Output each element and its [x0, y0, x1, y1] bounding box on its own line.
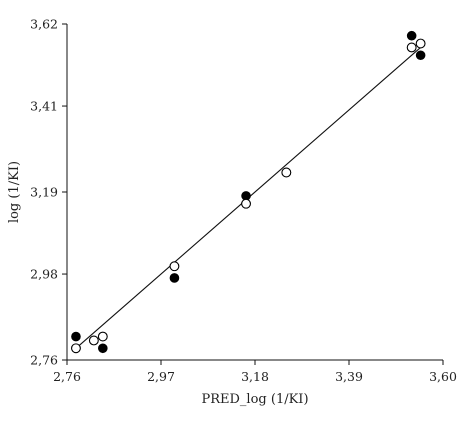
filled-point [98, 343, 108, 354]
x-tick-label: 2,97 [147, 369, 175, 384]
tick-labels: 2,76 2,97 3,18 3,39 3,60 2,76 2,98 3,19 3,41 3,62 [30, 17, 457, 385]
open-point [169, 261, 180, 272]
data-points [71, 30, 426, 354]
open-point [88, 335, 99, 346]
x-tick-label: 2,76 [53, 369, 81, 384]
open-point [281, 167, 292, 178]
y-tick-label: 2,76 [30, 353, 58, 368]
y-tick-label: 3,62 [30, 17, 58, 32]
y-tick-label: 3,41 [30, 99, 58, 114]
x-tick-label: 3,18 [241, 369, 269, 384]
open-point [415, 38, 426, 49]
open-point [97, 331, 108, 342]
y-tick-label: 2,98 [30, 267, 58, 282]
open-point [406, 42, 417, 53]
open-point [71, 343, 81, 354]
tick-marks [62, 23, 444, 365]
filled-point [71, 331, 81, 342]
filled-point [415, 50, 426, 61]
y-tick-label: 3,19 [30, 185, 58, 200]
open-point [241, 198, 251, 209]
x-tick-label: 3,60 [429, 369, 457, 384]
x-tick-label: 3,39 [335, 369, 363, 384]
filled-point [406, 30, 417, 41]
y-axis-title: log (1/KI) [7, 161, 22, 223]
x-axis-title: PRED_log (1/KI) [201, 392, 308, 407]
filled-point [169, 273, 180, 283]
